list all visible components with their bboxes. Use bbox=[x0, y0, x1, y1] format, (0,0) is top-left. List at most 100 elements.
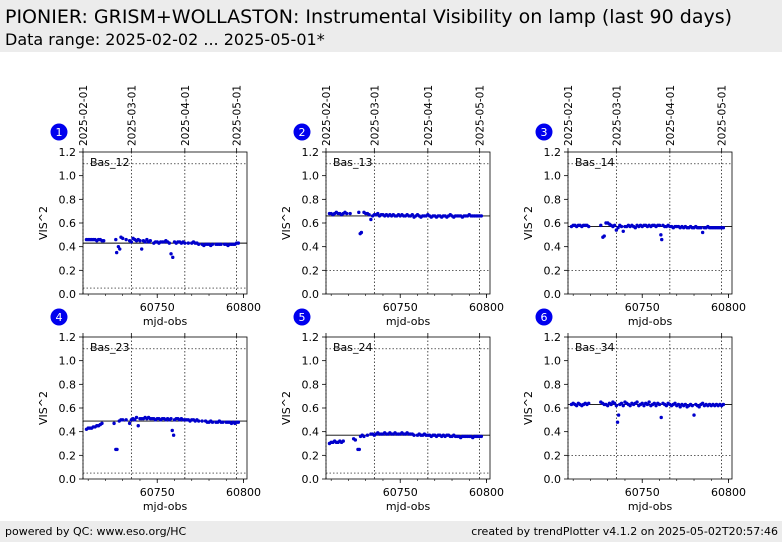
panel-2-data-point bbox=[348, 211, 352, 216]
panel-6-number-badge bbox=[535, 308, 553, 326]
panel-3-data-point bbox=[699, 226, 703, 230]
panel-4-data-point bbox=[112, 421, 116, 426]
panel-1-y-tick-label: 1.0 bbox=[59, 170, 77, 183]
panel-6-data-point bbox=[659, 415, 663, 420]
panel-1-y-tick-label: 0.8 bbox=[59, 193, 77, 206]
panel-2-date-tick-label: 2025-03-01 bbox=[369, 85, 381, 146]
panel-4-axes-frame bbox=[82, 336, 248, 480]
panel-6-y-tick-label: 1.0 bbox=[544, 355, 562, 368]
panel-5-number-badge-label: 5 bbox=[299, 311, 306, 324]
panel-6-data-point bbox=[574, 403, 579, 408]
panel-3-y-axis-label: VIS^2 bbox=[522, 206, 535, 240]
panel-6-data-point bbox=[621, 403, 625, 408]
panel-4-number-badge-label: 4 bbox=[56, 311, 63, 324]
footer-bar: powered by QC: www.eso.org/HC created by… bbox=[0, 521, 782, 542]
panel-1-data-point bbox=[124, 237, 128, 242]
panel-6-data-point bbox=[615, 420, 620, 424]
panel-2-date-tick-label: 2025-02-01 bbox=[321, 85, 333, 146]
panel-4-data-point bbox=[171, 433, 176, 437]
panel-1-data-point bbox=[102, 239, 106, 243]
panel-5-x-axis-label: mjd-obs bbox=[386, 500, 431, 513]
chart-panel-3: 2025-02-01 2025-03-01 2025-04-01 2025-05-01… bbox=[522, 85, 746, 328]
panel-1-data-point bbox=[114, 250, 119, 255]
panel-6-y-tick-label: 0.2 bbox=[544, 449, 562, 462]
panel-6-data-point bbox=[614, 403, 619, 408]
panel-6-x-tick-label: 60800 bbox=[711, 486, 746, 499]
panel-5-y-tick-label: 0.6 bbox=[302, 402, 320, 415]
panel-2-number-badge-label: 2 bbox=[299, 126, 306, 139]
panel-4-data-point bbox=[115, 447, 119, 452]
panel-1-x-tick-label: 60800 bbox=[226, 301, 261, 314]
panel-1-data-point bbox=[138, 239, 142, 243]
panel-4-data-point bbox=[133, 418, 137, 422]
panel-2-data-point bbox=[369, 217, 373, 222]
panel-4-y-tick-label: 0.6 bbox=[59, 402, 77, 415]
panel-1-data-point bbox=[219, 242, 223, 246]
panel-5-data-point bbox=[362, 434, 366, 439]
panel-1-x-axis-label: mjd-obs bbox=[143, 315, 188, 328]
panel-4-x-axis-label: mjd-obs bbox=[143, 500, 188, 513]
chart-panel-4: 0.0 0.2 0.4 0.6 0.8 1.0 1.2 60750 60800 mjd-obs VI… bbox=[37, 308, 261, 513]
panel-1-data-point bbox=[139, 247, 144, 251]
panel-3-y-tick-label: 0.4 bbox=[544, 241, 562, 254]
panel-3-data-point bbox=[621, 229, 625, 233]
panel-1-number-badge bbox=[50, 123, 68, 141]
panel-6-data-point bbox=[640, 401, 644, 405]
panel-3-y-tick-label: 0.0 bbox=[544, 288, 562, 301]
panel-6-data-point bbox=[676, 402, 681, 407]
panel-2-y-tick-label: 0.4 bbox=[302, 241, 320, 254]
panel-1-date-tick-label: 2025-03-01 bbox=[126, 85, 138, 146]
panel-3-y-tick-label: 1.0 bbox=[544, 170, 562, 183]
panel-3-x-axis-label: mjd-obs bbox=[628, 315, 673, 328]
panel-1-y-tick-label: 0.6 bbox=[59, 217, 77, 230]
panel-5-data-point bbox=[365, 433, 370, 437]
panel-3-date-tick-label: 2025-04-01 bbox=[665, 85, 677, 146]
panel-1-date-tick-label: 2025-04-01 bbox=[180, 85, 192, 146]
panel-5-y-tick-label: 0.4 bbox=[302, 426, 320, 439]
panel-6-data-point bbox=[664, 403, 669, 408]
panel-3-y-tick-label: 0.2 bbox=[544, 264, 562, 277]
panel-4-number-badge bbox=[50, 308, 68, 326]
data-range-subtitle: Data range: 2025-02-02 ... 2025-05-01* bbox=[5, 30, 325, 49]
panel-3-date-tick-label: 2025-02-01 bbox=[563, 85, 575, 146]
panel-4-y-tick-label: 0.8 bbox=[59, 378, 77, 391]
panel-6-data-point bbox=[612, 401, 617, 405]
panel-2-y-tick-label: 0.8 bbox=[302, 193, 320, 206]
panel-2-y-axis-label: VIS^2 bbox=[280, 206, 293, 240]
panel-6-data-point bbox=[652, 401, 657, 405]
panel-1-data-point bbox=[145, 237, 149, 242]
panel-6-baseline-label: Bas_34 bbox=[575, 341, 615, 354]
panel-4-data-point bbox=[134, 415, 139, 420]
panel-5-data-point bbox=[479, 434, 484, 439]
chart-panel-2: 2025-02-01 2025-03-01 2025-04-01 2025-05-01… bbox=[280, 85, 504, 328]
panel-2-x-tick-label: 60800 bbox=[469, 301, 504, 314]
panel-1-baseline-label: Bas_12 bbox=[90, 156, 130, 169]
panel-2-y-tick-label: 0.2 bbox=[302, 264, 320, 277]
panel-1-axes-frame bbox=[82, 151, 248, 295]
panel-2-x-tick-label: 60750 bbox=[383, 301, 418, 314]
panel-6-axes-frame bbox=[567, 336, 733, 480]
panel-5-y-tick-label: 0.8 bbox=[302, 378, 320, 391]
panel-6-data-point bbox=[690, 403, 694, 408]
panel-3-date-tick-label: 2025-05-01 bbox=[717, 85, 729, 146]
footer-powered-by: powered by QC: www.eso.org/HC bbox=[5, 525, 187, 538]
panel-1-date-tick-label: 2025-05-01 bbox=[232, 85, 244, 146]
panel-4-data-point bbox=[124, 418, 128, 422]
panel-5-number-badge bbox=[293, 308, 311, 326]
panel-2-date-tick-label: 2025-04-01 bbox=[423, 85, 435, 146]
chart-grid: 2025-02-01 2025-03-01 2025-04-01 2025-05-01… bbox=[37, 85, 746, 513]
panel-4-y-tick-label: 1.2 bbox=[59, 331, 77, 344]
panel-1-y-tick-label: 1.2 bbox=[59, 146, 77, 159]
panel-6-y-tick-label: 0.4 bbox=[544, 426, 562, 439]
panel-6-data-point bbox=[697, 405, 701, 409]
panel-3-data-point bbox=[612, 223, 617, 228]
panel-6-data-point bbox=[673, 401, 677, 405]
panel-6-data-point bbox=[616, 413, 621, 417]
chart-panel-1: 2025-02-01 2025-03-01 2025-04-01 2025-05-01… bbox=[37, 85, 261, 328]
panel-6-y-tick-label: 1.2 bbox=[544, 331, 562, 344]
panel-5-axes-frame bbox=[325, 336, 491, 480]
panel-3-data-point bbox=[616, 226, 620, 230]
panel-5-data-point bbox=[357, 447, 362, 452]
panel-1-date-tick-label: 2025-02-01 bbox=[78, 85, 90, 146]
panel-4-x-tick-label: 60800 bbox=[226, 486, 261, 499]
